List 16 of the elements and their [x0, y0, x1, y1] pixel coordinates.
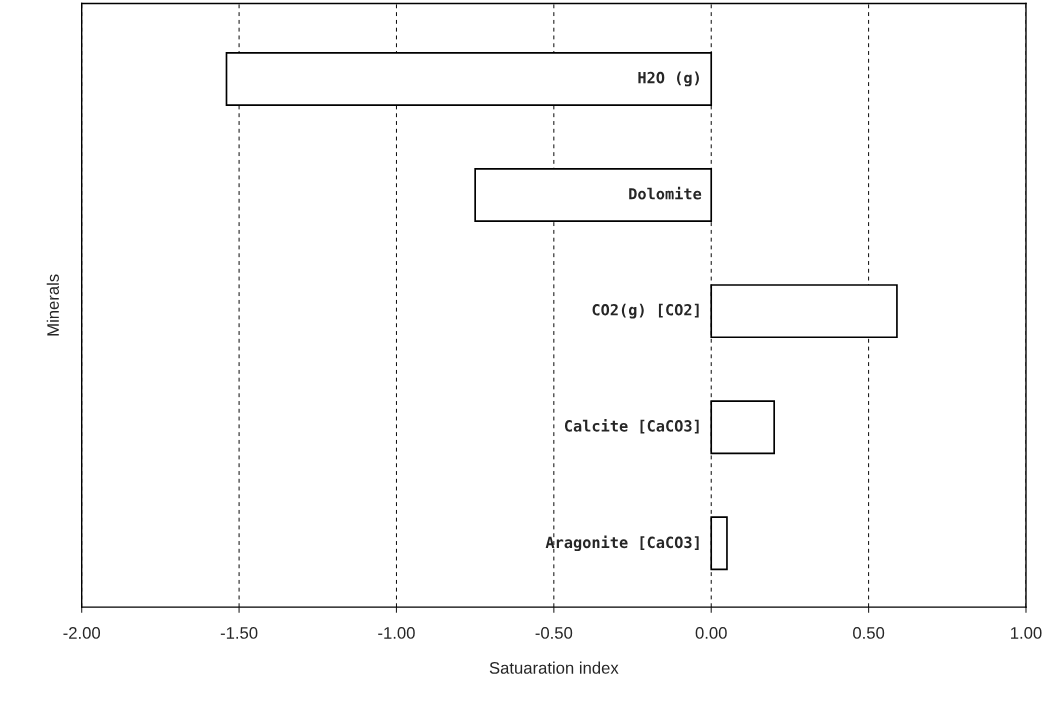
x-tick-label: -0.50: [535, 627, 573, 639]
y-tick-label: Calcite [CaCO3]: [564, 419, 699, 434]
x-tick-label: 0.50: [853, 627, 885, 639]
x-tick-label: 0.00: [695, 627, 727, 639]
y-tick-label: H2O (g): [638, 71, 699, 87]
y-tick-label: Aragonite [CaCO3]: [545, 535, 699, 552]
y-axis-title: Minerals: [46, 274, 59, 336]
y-tick-label: CO2(g) [CO2]: [592, 303, 699, 319]
x-tick-label: -1.00: [378, 627, 415, 639]
bar: [710, 284, 898, 339]
x-tick-label: -2.00: [63, 627, 101, 639]
x-axis-title: Satuaration index: [489, 661, 619, 674]
y-tick-label: Dolomite: [629, 186, 702, 200]
x-tick-label: -1.50: [220, 627, 258, 639]
x-tick-label: 1.00: [1011, 627, 1042, 639]
bar: [474, 168, 713, 223]
